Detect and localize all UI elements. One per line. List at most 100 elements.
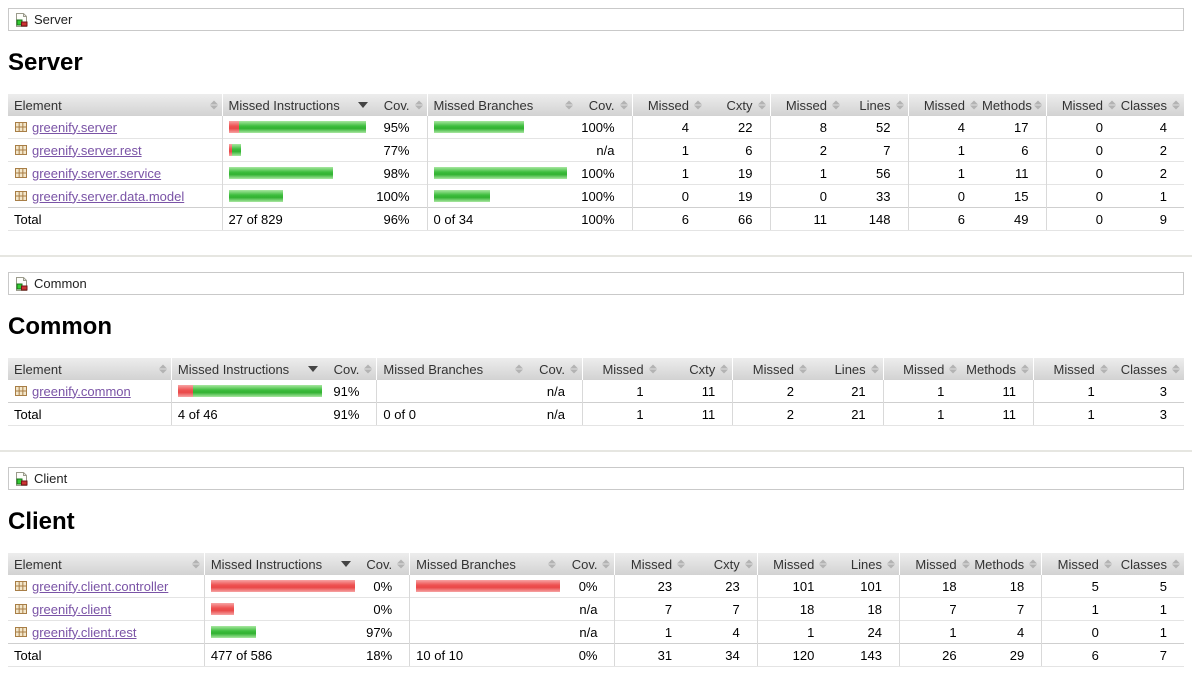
column-header-missed[interactable]: Missed — [907, 94, 982, 116]
column-header-element[interactable]: Element — [8, 94, 222, 116]
total-counter-cell: 1 — [581, 402, 661, 426]
column-header-cxty[interactable]: Cxty — [706, 94, 770, 116]
column-header-cov[interactable]: Cov. — [354, 553, 410, 575]
column-header-missed[interactable]: Missed — [614, 553, 690, 575]
counter-cell: 1 — [769, 161, 844, 185]
column-header-classes[interactable]: Classes — [1115, 553, 1184, 575]
column-header-classes[interactable]: Classes — [1120, 94, 1184, 116]
sort-icon — [949, 364, 958, 374]
column-header-cov[interactable]: Cov. — [559, 553, 615, 575]
column-header-cxty[interactable]: Cxty — [689, 553, 758, 575]
sort-icon — [1021, 364, 1030, 374]
table-total-row: Total 477 of 586 18% 10 of 10 0% 31 34 120 143 26… — [8, 643, 1184, 667]
column-header-missed-instructions[interactable]: Missed Instructions — [221, 94, 372, 116]
sort-desc-icon — [358, 102, 368, 108]
column-header-missed-instructions[interactable]: Missed Instructions — [203, 553, 355, 575]
column-header-label: Missed — [923, 97, 965, 113]
column-header-cov[interactable]: Cov. — [527, 358, 583, 380]
package-link[interactable]: greenify.server.rest — [32, 142, 142, 158]
package-link[interactable]: greenify.client.rest — [32, 624, 137, 640]
column-header-missed-branches[interactable]: Missed Branches — [409, 553, 560, 575]
column-header-methods[interactable]: Methods — [982, 94, 1046, 116]
column-header-label: Missed — [752, 361, 794, 377]
column-header-cxty[interactable]: Cxty — [660, 358, 733, 380]
column-header-cov[interactable]: Cov. — [372, 94, 427, 116]
column-header-classes[interactable]: Classes — [1111, 358, 1184, 380]
column-header-label: Element — [14, 361, 62, 377]
package-link[interactable]: greenify.common — [32, 383, 131, 399]
table-row: greenify.server.service 98% 100% 1 19 1 56 1 11 0… — [8, 161, 1184, 185]
coverage-bar — [416, 580, 560, 592]
column-header-missed-branches[interactable]: Missed Branches — [426, 94, 577, 116]
coverage-bar — [177, 385, 322, 397]
total-counter-cell: 1 — [882, 402, 962, 426]
table-body: greenify.client.controller 0% 0% 23 23 101 101… — [8, 575, 1184, 644]
package-link[interactable]: greenify.client — [32, 601, 112, 617]
column-header-label: Lines — [850, 556, 882, 572]
sort-icon — [1099, 364, 1108, 374]
counter-cell: 0 — [1045, 116, 1120, 139]
column-header-label: Missed — [1057, 556, 1099, 572]
column-header-element[interactable]: Element — [8, 553, 205, 575]
package-link[interactable]: greenify.server.data.model — [32, 188, 185, 204]
column-header-element[interactable]: Element — [8, 358, 172, 380]
column-header-missed-branches[interactable]: Missed Branches — [376, 358, 528, 380]
sort-icon — [209, 100, 218, 110]
counter-cell: 6 — [982, 138, 1046, 162]
column-header-missed[interactable]: Missed — [769, 94, 844, 116]
branches-coverage-cell: 100% — [577, 184, 632, 208]
total-instructions-coverage-cell: 91% — [321, 402, 377, 426]
table-body: greenify.server 95% 100% 4 22 8 52 4 17 0 4 greenif… — [8, 116, 1184, 208]
total-counter-cell: 11 — [660, 402, 733, 426]
counter-cell: 23 — [614, 575, 690, 598]
counter-cell: 7 — [898, 597, 974, 621]
table-total-row: Total 27 of 829 96% 0 of 34 100% 6 66 11 148 6 49 0… — [8, 207, 1184, 231]
counter-cell: 1 — [1115, 597, 1184, 621]
column-header-lines[interactable]: Lines — [844, 94, 908, 116]
sort-icon — [648, 364, 657, 374]
counter-cell: 4 — [631, 116, 706, 139]
column-header-missed[interactable]: Missed — [1045, 94, 1120, 116]
counter-cell: 24 — [831, 620, 900, 644]
column-header-missed[interactable]: Missed — [898, 553, 974, 575]
column-header-missed[interactable]: Missed — [756, 553, 832, 575]
package-link[interactable]: greenify.server.service — [32, 165, 162, 181]
branches-bar-cell — [409, 620, 560, 644]
column-header-lines[interactable]: Lines — [810, 358, 884, 380]
sort-icon — [1103, 559, 1112, 569]
column-header-lines[interactable]: Lines — [831, 553, 900, 575]
column-header-missed[interactable]: Missed — [631, 94, 706, 116]
counter-cell: 1 — [631, 161, 706, 185]
counter-cell: 2 — [1120, 138, 1184, 162]
column-header-label: Element — [14, 556, 62, 572]
counter-cell: 7 — [973, 597, 1042, 621]
column-header-methods[interactable]: Methods — [961, 358, 1034, 380]
column-header-missed[interactable]: Missed — [581, 358, 661, 380]
column-header-missed[interactable]: Missed — [1033, 358, 1112, 380]
counter-cell: 2 — [1120, 161, 1184, 185]
total-branches-coverage-cell: 0% — [559, 643, 615, 667]
column-header-missed[interactable]: Missed — [882, 358, 962, 380]
package-link[interactable]: greenify.client.controller — [32, 578, 169, 594]
column-header-label: Cov. — [588, 97, 615, 113]
section-separator — [0, 255, 1192, 257]
column-header-cov[interactable]: Cov. — [577, 94, 632, 116]
sort-icon — [744, 559, 753, 569]
package-icon — [14, 384, 28, 398]
column-header-missed-instructions[interactable]: Missed Instructions — [170, 358, 322, 380]
column-header-missed[interactable]: Missed — [1041, 553, 1116, 575]
page-title: Server — [8, 49, 83, 76]
package-link[interactable]: greenify.server — [32, 119, 118, 135]
missed-bar-segment — [228, 121, 239, 133]
column-header-cov[interactable]: Cov. — [321, 358, 377, 380]
sort-icon — [961, 559, 970, 569]
column-header-methods[interactable]: Methods — [973, 553, 1042, 575]
table-row: greenify.server.data.model 100% 100% 0 19 0 33… — [8, 184, 1184, 208]
counter-cell: 5 — [1159, 578, 1167, 594]
branches-bar-cell — [376, 380, 528, 403]
total-counter-cell: 11 — [769, 207, 844, 231]
column-header-label: Lines — [859, 97, 891, 113]
package-icon — [14, 602, 28, 616]
column-header-missed[interactable]: Missed — [732, 358, 811, 380]
branches-bar-cell — [409, 575, 560, 598]
